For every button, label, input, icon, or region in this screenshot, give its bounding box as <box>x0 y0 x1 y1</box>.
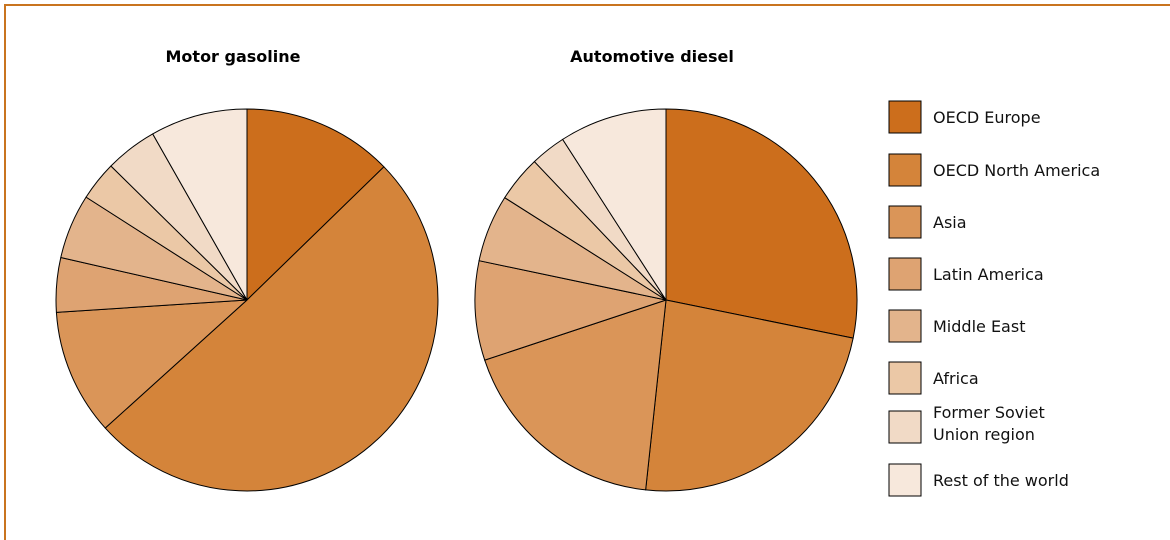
legend-swatch <box>888 361 922 395</box>
legend-label: Former Soviet <box>933 403 1045 422</box>
legend-item-former-soviet-union-region: Former Soviet Union region <box>888 403 1045 444</box>
legend-label: Africa <box>933 369 979 388</box>
legend: OECD Europe OECD North America Asia Lati… <box>888 100 1100 497</box>
pie-slice-latin-america <box>474 260 667 361</box>
pie-slice-oecd-north-america <box>645 299 854 492</box>
pie-title-automotive-diesel: Automotive diesel <box>570 47 734 66</box>
legend-label: OECD Europe <box>933 108 1041 127</box>
legend-item-latin-america: Latin America <box>888 257 1044 291</box>
legend-label: Latin America <box>933 265 1044 284</box>
legend-item-africa: Africa <box>888 361 979 395</box>
pie-slice-oecd-europe <box>246 108 385 301</box>
legend-swatch <box>888 410 922 444</box>
legend-item-asia: Asia <box>888 205 967 239</box>
legend-swatch <box>888 309 922 343</box>
legend-label: Asia <box>933 213 967 232</box>
legend-label: Middle East <box>933 317 1025 336</box>
pie-automotive-diesel <box>474 108 858 492</box>
pie-slice-asia <box>55 299 248 429</box>
legend-item-middle-east: Middle East <box>888 309 1025 343</box>
pie-title-motor-gasoline: Motor gasoline <box>166 47 301 66</box>
pie-slice-rest-of-the-world <box>562 108 667 301</box>
legend-swatch <box>888 463 922 497</box>
legend-swatch <box>888 100 922 134</box>
legend-item-rest-of-the-world: Rest of the world <box>888 463 1069 497</box>
legend-swatch <box>888 257 922 291</box>
legend-item-oecd-europe: OECD Europe <box>888 100 1041 134</box>
pie-slice-rest-of-the-world <box>152 108 248 301</box>
legend-swatch <box>888 153 922 187</box>
legend-item-oecd-north-america: OECD North America <box>888 153 1100 187</box>
legend-swatch <box>888 205 922 239</box>
pie-slice-oecd-north-america <box>104 166 439 492</box>
legend-label-line-2: Union region <box>933 425 1035 444</box>
pie-slice-oecd-europe <box>665 108 858 339</box>
frame-border <box>4 4 1170 540</box>
pie-slice-asia <box>484 299 667 491</box>
pie-motor-gasoline <box>55 108 439 492</box>
legend-label: Rest of the world <box>933 471 1069 490</box>
legend-label: OECD North America <box>933 161 1100 180</box>
